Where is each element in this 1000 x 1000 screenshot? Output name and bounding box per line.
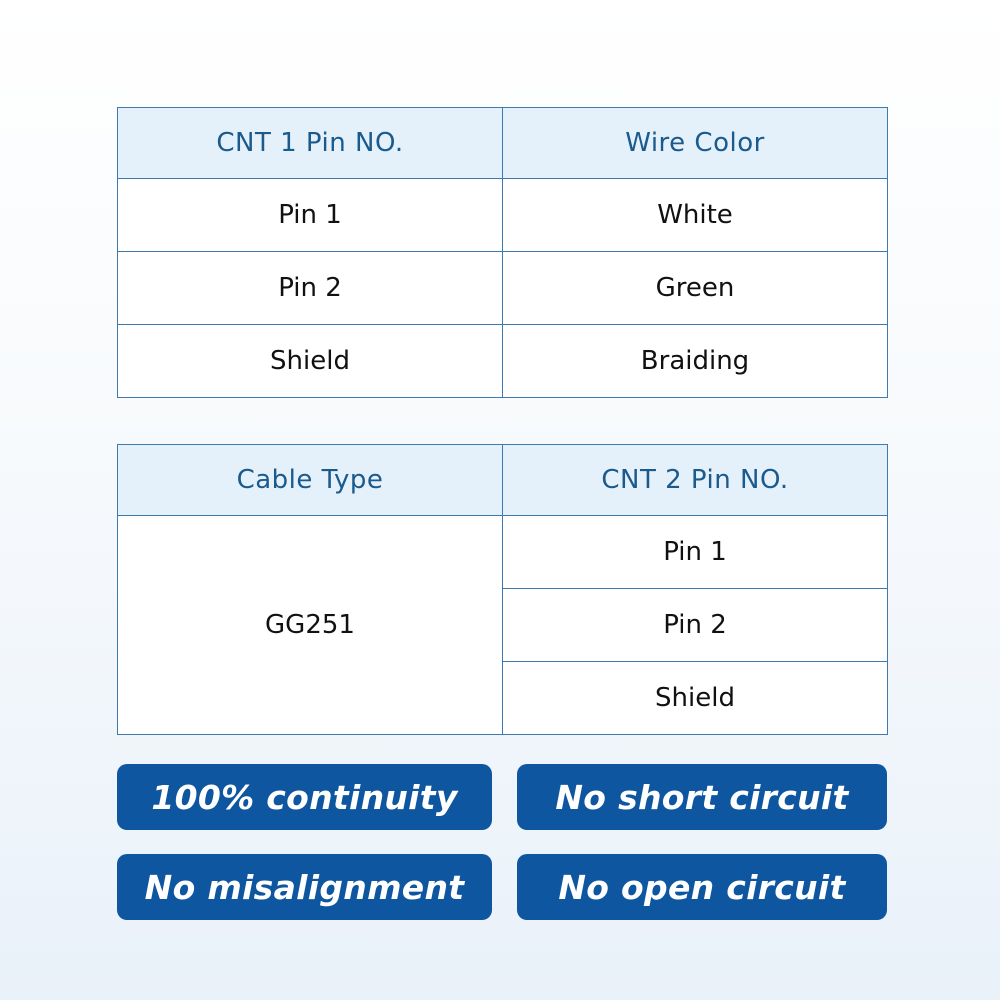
cell-pin: Shield (117, 324, 503, 398)
badge-no-short-circuit: No short circuit (517, 764, 887, 830)
badge-continuity: 100% continuity (117, 764, 492, 830)
table-row: Pin 1 White (117, 178, 888, 252)
table-row: Shield (118, 661, 888, 735)
cell-color: White (502, 178, 888, 252)
pin-wire-color-table: CNT 1 Pin NO. Wire Color Pin 1 White Pin… (117, 107, 888, 398)
cell-color: Braiding (502, 324, 888, 398)
header-cnt2-pin: CNT 2 Pin NO. (502, 444, 888, 516)
table-header-row: Cable Type CNT 2 Pin NO. (117, 444, 888, 516)
cell-pin: Pin 1 (502, 515, 888, 589)
table-row: Shield Braiding (117, 324, 888, 398)
cable-type-table: Cable Type CNT 2 Pin NO. GG251 Pin 1 Pin… (117, 444, 888, 735)
cell-pin: Pin 2 (502, 588, 888, 662)
table-row: Pin 2 Green (117, 251, 888, 325)
header-wire-color: Wire Color (502, 107, 888, 179)
cell-pin: Pin 2 (117, 251, 503, 325)
badge-no-misalignment: No misalignment (117, 854, 492, 920)
table-header-row: CNT 1 Pin NO. Wire Color (117, 107, 888, 179)
cell-cable-type: GG251 (117, 515, 503, 735)
header-cable-type: Cable Type (117, 444, 503, 516)
header-cnt1-pin: CNT 1 Pin NO. (117, 107, 503, 179)
cell-pin: Shield (502, 661, 888, 735)
cell-color: Green (502, 251, 888, 325)
table-row: Pin 2 (118, 588, 888, 662)
table-row: GG251 Pin 1 (117, 515, 888, 735)
badge-no-open-circuit: No open circuit (517, 854, 887, 920)
cell-pin: Pin 1 (117, 178, 503, 252)
